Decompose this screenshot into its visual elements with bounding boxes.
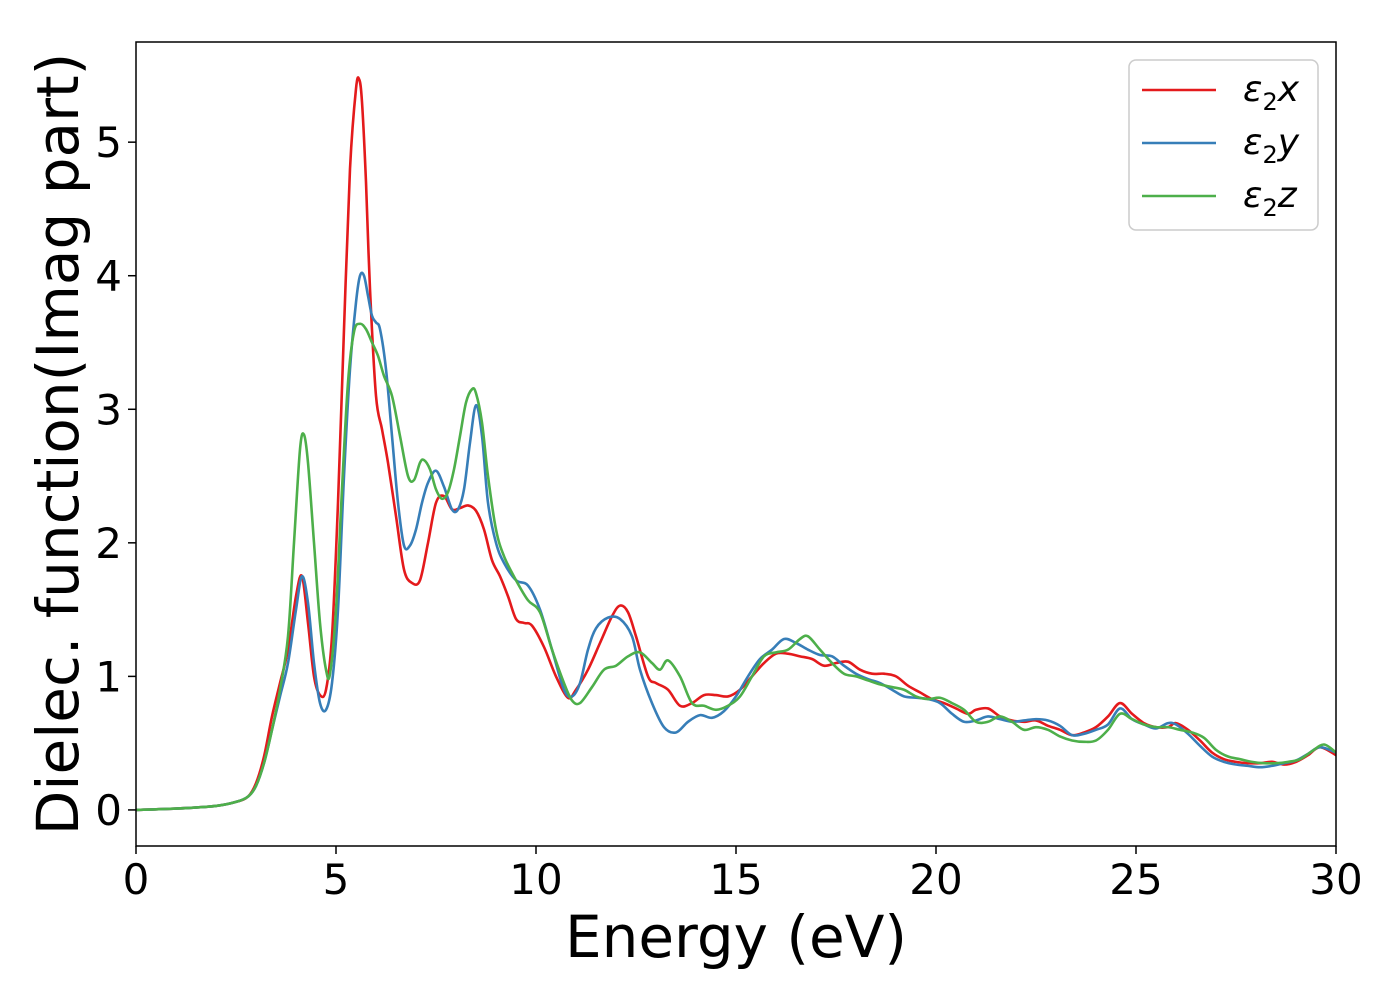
y-tick-label: 2 [95, 519, 122, 568]
y-tick-label: 3 [95, 385, 122, 434]
y-tick-label: 1 [95, 652, 122, 701]
x-axis-title: Energy (eV) [565, 903, 907, 971]
y-axis-title: Dielec. function(Imag part) [24, 53, 92, 836]
y-tick-label: 0 [95, 786, 122, 835]
legend-label-z: ε2z [1243, 175, 1298, 222]
legend-label-y: ε2y [1243, 122, 1300, 169]
x-tick-label: 20 [909, 855, 962, 904]
x-tick-label: 10 [509, 855, 562, 904]
x-tick-label: 25 [1109, 855, 1162, 904]
x-tick-label: 0 [123, 855, 150, 904]
x-tick-label: 5 [323, 855, 350, 904]
x-tick-label: 15 [709, 855, 762, 904]
series-line-x [136, 76, 1336, 812]
x-tick-label: 30 [1309, 855, 1362, 904]
legend-frame [1128, 59, 1319, 231]
x-axis-ticks: 0 5 10 15 20 25 30 [123, 846, 1363, 904]
y-tick-label: 4 [95, 252, 122, 301]
legend: ε2x ε2y ε2z [1128, 59, 1319, 231]
y-axis-ticks: 0 1 2 3 4 5 [95, 118, 136, 835]
legend-label-x: ε2x [1243, 69, 1300, 116]
series-layer [136, 76, 1336, 812]
y-tick-label: 5 [95, 118, 122, 167]
series-line-z [136, 322, 1336, 812]
